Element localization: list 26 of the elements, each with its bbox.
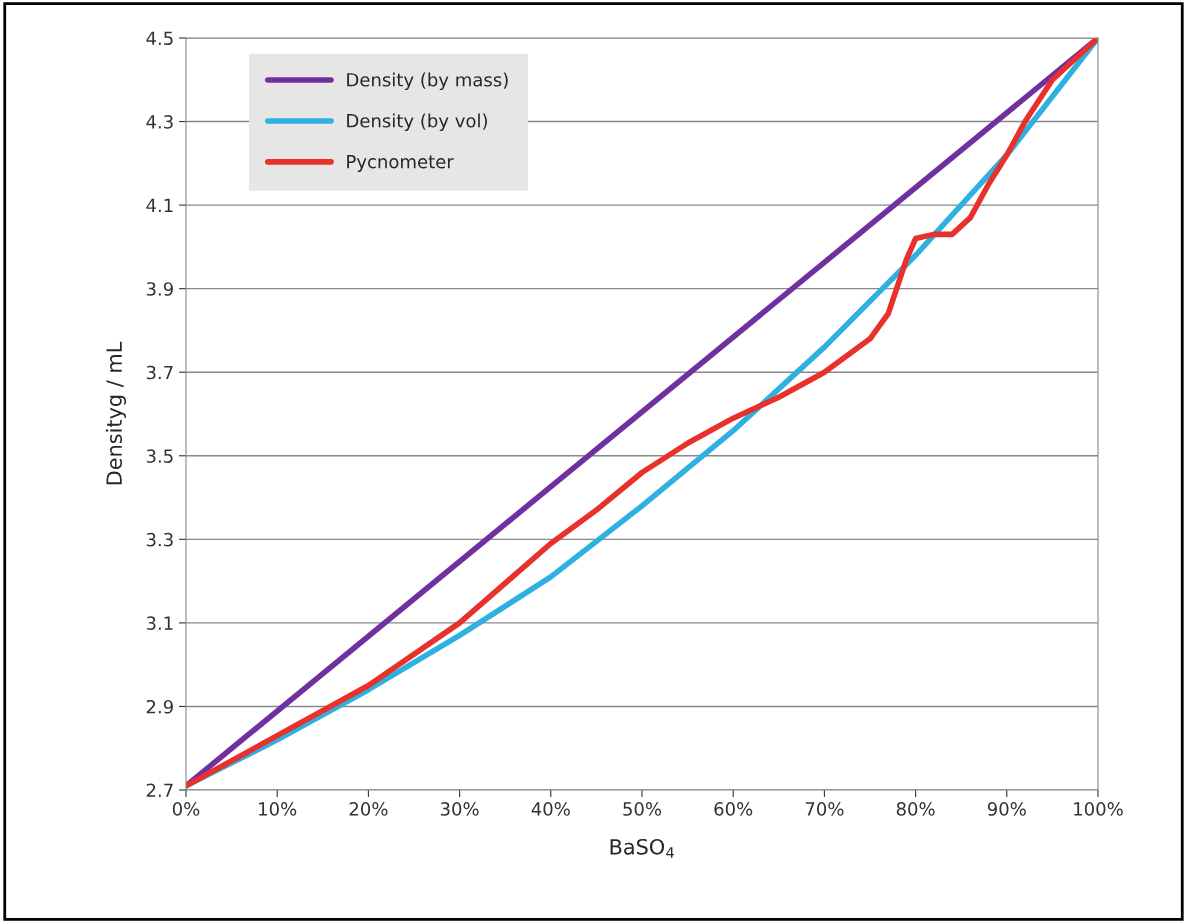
x-tick-label: 0% [172, 802, 200, 816]
x-tick-label: 90% [987, 802, 1026, 816]
y-tick-label: 2.7 [146, 783, 173, 797]
y-tick-label: 3.7 [146, 365, 173, 380]
y-axis-title: Densityg / mL [105, 341, 127, 485]
x-tick-label: 20% [349, 802, 388, 816]
legend-label: Density (by mass) [347, 72, 508, 91]
x-tick-label: 10% [259, 802, 297, 816]
y-tick-label: 3.1 [146, 616, 173, 631]
y-tick-label: 3.5 [146, 449, 173, 463]
x-tick-label: 30% [440, 802, 479, 816]
y-tick-label: 4.1 [146, 198, 173, 212]
x-tick-label: 80% [896, 802, 935, 816]
y-tick-label: 2.9 [146, 699, 173, 714]
legend-label: Pycnometer [347, 155, 454, 172]
x-tick-label: 40% [531, 802, 570, 816]
x-tick-label: 70% [805, 802, 844, 816]
x-axis-title: BaSO$_{4}$ [610, 838, 674, 858]
x-tick-label: 60% [714, 802, 753, 816]
x-tick-label: 100% [1074, 802, 1123, 816]
y-tick-label: 3.3 [146, 532, 173, 547]
y-tick-label: 4.3 [146, 115, 173, 129]
y-tick-label: 3.9 [146, 282, 173, 296]
y-tick-label: 4.5 [146, 31, 173, 46]
legend-label: Density (by vol) [347, 113, 487, 132]
x-tick-label: 50% [623, 802, 662, 816]
